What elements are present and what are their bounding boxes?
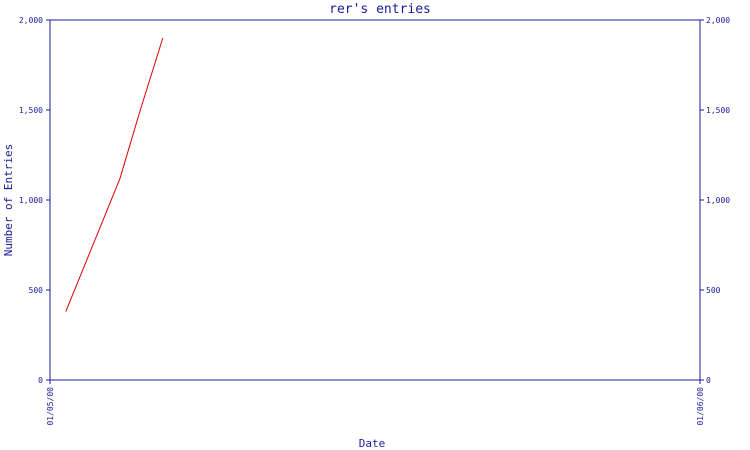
x-tick-label: 01/06/00 bbox=[696, 387, 705, 426]
y-tick-label-right: 1,500 bbox=[706, 106, 730, 115]
y-tick-label-left: 1,000 bbox=[19, 196, 43, 205]
chart-title: rer's entries bbox=[329, 2, 431, 17]
y-tick-label-right: 1,000 bbox=[706, 196, 730, 205]
y-tick-label-right: 0 bbox=[706, 376, 711, 385]
series-line bbox=[65, 37, 164, 312]
series-layer bbox=[65, 37, 164, 312]
x-axis-ticks: 01/05/00 01/06/00 bbox=[46, 380, 705, 426]
y-tick-label-left: 500 bbox=[29, 286, 44, 295]
y-tick-label-left: 2,000 bbox=[19, 16, 43, 25]
y-axis-label: Number of Entries bbox=[2, 144, 15, 257]
y-tick-label-right: 500 bbox=[706, 286, 721, 295]
x-axis-label: Date bbox=[359, 437, 386, 450]
y-axis-ticks: 0 0 500 500 1,000 1,000 1,500 1,500 2,000 2,000 bbox=[19, 16, 730, 385]
x-tick-label: 01/05/00 bbox=[46, 387, 55, 426]
y-tick-label-left: 0 bbox=[38, 376, 43, 385]
y-tick-label-left: 1,500 bbox=[19, 106, 43, 115]
y-tick-label-right: 2,000 bbox=[706, 16, 730, 25]
